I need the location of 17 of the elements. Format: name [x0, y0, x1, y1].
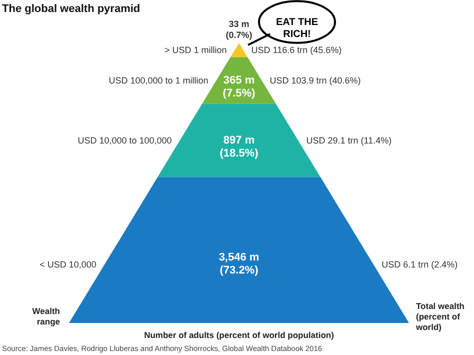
category-label: USD 103.9 trn (40.6%) — [270, 75, 361, 86]
category-label: USD 10,000 to 100,000 — [78, 136, 172, 146]
data-label: 365 m (7.5%) — [222, 74, 256, 100]
data-label: 33 m (0.7%) — [226, 19, 252, 40]
text: Number of adults (percent of world population) — [144, 330, 334, 340]
text: EAT THE RICH! — [276, 17, 318, 40]
category-label: USD 29.1 trn (11.4%) — [306, 136, 392, 146]
category-label: USD 116.6 trn (45.6%) — [251, 45, 342, 56]
data-label: 3,546 m (73.2%) — [218, 251, 260, 276]
text: Total wealth (percent of world) — [415, 301, 464, 332]
data-label: 897 m (18.5%) — [220, 134, 259, 160]
category-label: > USD 1 million — [164, 45, 227, 56]
category-label: < USD 10,000 — [40, 260, 96, 270]
category-label: USD 100,000 to 1 million — [108, 75, 208, 86]
text: The global wealth pyramid — [2, 3, 140, 15]
category-label: USD 6.1 trn (2.4%) — [382, 260, 458, 270]
text: Wealth range — [32, 306, 60, 326]
